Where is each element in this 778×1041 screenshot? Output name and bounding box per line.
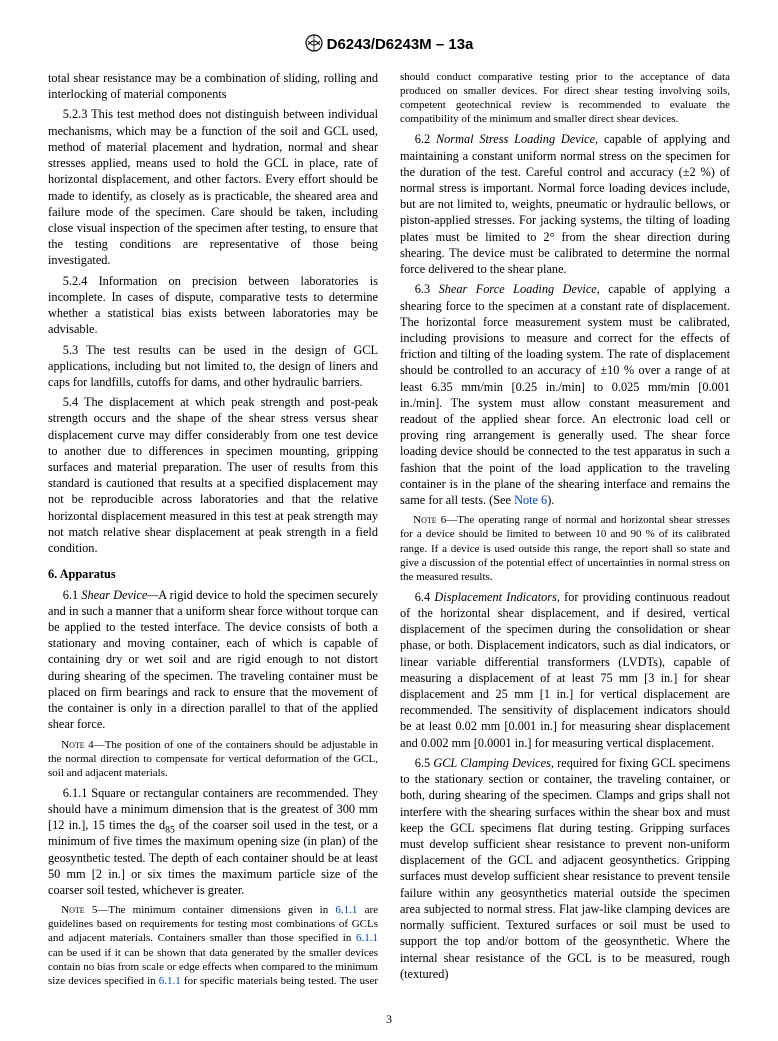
term: Shear Device— bbox=[81, 588, 158, 602]
page: D6243/D6243M – 13a total shear resistanc… bbox=[0, 0, 778, 1041]
para-body: A rigid device to hold the specimen secu… bbox=[48, 588, 378, 732]
note-label: Note 5— bbox=[61, 904, 108, 916]
note-body: The minimum container dimensions given i… bbox=[108, 904, 335, 916]
standard-designation: D6243/D6243M – 13a bbox=[327, 36, 474, 53]
para-body: capable of applying and maintaining a co… bbox=[400, 132, 730, 276]
note-label: Note 4— bbox=[61, 739, 105, 751]
para-body: ). bbox=[547, 493, 554, 507]
xref-link[interactable]: 6.1.1 bbox=[335, 904, 357, 916]
para-num: 6.2 bbox=[415, 132, 436, 146]
para-5-2-4: 5.2.4 Information on precision between l… bbox=[48, 273, 378, 338]
para-6-1: 6.1 Shear Device—A rigid device to hold … bbox=[48, 587, 378, 733]
xref-link[interactable]: 6.1.1 bbox=[159, 975, 181, 987]
body-columns: total shear resistance may be a combinat… bbox=[48, 70, 730, 988]
para-6-5: 6.5 GCL Clamping Devices, required for f… bbox=[400, 755, 730, 982]
para-5-2-2-cont: total shear resistance may be a combinat… bbox=[48, 70, 378, 102]
para-num: 6.3 bbox=[415, 282, 439, 296]
para-5-4: 5.4 The displacement at which peak stren… bbox=[48, 394, 378, 556]
para-num: 6.4 bbox=[415, 590, 435, 604]
para-body: capable of applying a shearing force to … bbox=[400, 282, 730, 507]
term: Normal Stress Loading Device, bbox=[436, 132, 598, 146]
para-body: required for fixing GCL specimens to the… bbox=[400, 756, 730, 981]
para-num: 6.1 bbox=[63, 588, 82, 602]
term: Shear Force Loading Device, bbox=[439, 282, 600, 296]
astm-logo bbox=[305, 34, 323, 56]
note-4: Note 4—The position of one of the contai… bbox=[48, 738, 378, 780]
para-6-1-1: 6.1.1 Square or rectangular containers a… bbox=[48, 785, 378, 899]
para-num: 6.5 bbox=[415, 756, 434, 770]
para-6-2: 6.2 Normal Stress Loading Device, capabl… bbox=[400, 131, 730, 277]
note-6: Note 6—The operating range of normal and… bbox=[400, 513, 730, 583]
note-label: Note 6— bbox=[413, 514, 457, 526]
para-body: for providing continuous readout of the … bbox=[400, 590, 730, 750]
term: GCL Clamping Devices, bbox=[433, 756, 554, 770]
xref-link[interactable]: Note 6 bbox=[514, 493, 547, 507]
xref-link[interactable]: 6.1.1 bbox=[356, 932, 378, 944]
term: Displacement Indicators, bbox=[434, 590, 560, 604]
para-6-3: 6.3 Shear Force Loading Device, capable … bbox=[400, 281, 730, 508]
note-body: produced on smaller devices. For direct … bbox=[400, 85, 730, 125]
section-6-heading: 6. Apparatus bbox=[48, 566, 378, 582]
para-6-4: 6.4 Displacement Indicators, for providi… bbox=[400, 589, 730, 751]
page-number: 3 bbox=[0, 1012, 778, 1027]
page-header: D6243/D6243M – 13a bbox=[48, 34, 730, 56]
para-5-2-3: 5.2.3 This test method does not distingu… bbox=[48, 106, 378, 268]
para-5-3: 5.3 The test results can be used in the … bbox=[48, 342, 378, 391]
